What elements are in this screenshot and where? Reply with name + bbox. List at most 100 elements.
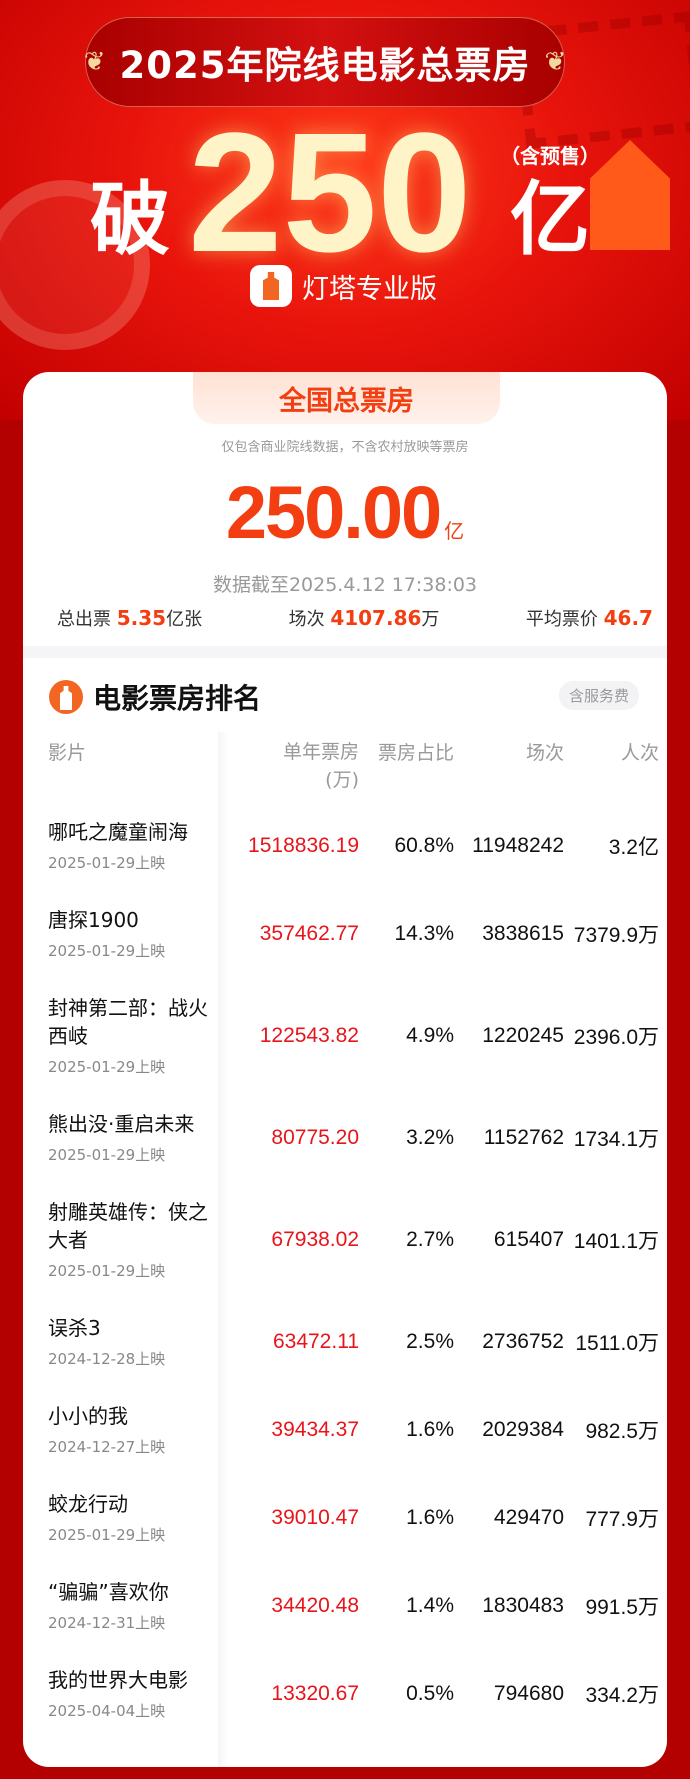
headline-unit: 亿 [510, 173, 590, 266]
movie-cell: “骗骗”喜欢你 2024-12-31上映 [23, 1578, 219, 1634]
stat-avg-price: 平均票价 46.7 [526, 605, 653, 631]
people-value: 1511.0万 [575, 1332, 659, 1355]
table-row[interactable]: “骗骗”喜欢你 2024-12-31上映 34420.48 1.4% 1830483 99… [23, 1562, 667, 1650]
movie-cell: 熊出没·重启未来 2025-01-29上映 [23, 1110, 219, 1166]
release-date: 2025-01-29上映 [48, 1526, 166, 1544]
share-value: 60.8% [394, 834, 454, 857]
movie-name[interactable]: “骗骗”喜欢你 [48, 1580, 169, 1604]
release-date: 2024-12-28上映 [48, 1350, 166, 1368]
ranking-table: 影片 单年票房 (万) 票房占比 场次 人次 哪吒之魔童闹海 2025-01-29上… [23, 732, 667, 1767]
sessions-value: 1830483 [482, 1594, 564, 1617]
share-value: 0.5% [406, 1682, 454, 1705]
movie-name[interactable]: 哪吒之魔童闹海 [48, 820, 188, 844]
table-row[interactable]: 蛟龙行动 2025-01-29上映 39010.47 1.6% 429470 777.9万 [23, 1474, 667, 1562]
share-value: 14.3% [394, 922, 454, 945]
laurel-left-icon: ❦ [83, 47, 106, 77]
people-value: 777.9万 [585, 1508, 659, 1531]
table-row[interactable]: 熊出没·重启未来 2025-01-29上映 80775.20 3.2% 1152762 1… [23, 1094, 667, 1182]
table-row[interactable]: 我的世界大电影 2025-04-04上映 13320.67 0.5% 794680 334… [23, 1650, 667, 1738]
sessions-value: 2736752 [482, 1330, 564, 1353]
table-row[interactable]: 封神第二部：战火西岐 2025-01-29上映 122543.82 4.9% 12202… [23, 978, 667, 1094]
stat-unit: 万 [421, 609, 440, 630]
presale-note: （含预售） [500, 144, 600, 168]
box-office-value: 357462.77 [259, 922, 359, 945]
movie-cell: 封神第二部：战火西岐 2025-01-29上映 [23, 994, 219, 1078]
movie-cell: 小小的我 2024-12-27上映 [23, 1402, 219, 1458]
hero-banner: ❦ 2025年院线电影总票房 ❦ 破 250 （含预售） 亿 灯塔专业版 [0, 0, 690, 420]
people-value: 1734.1万 [573, 1128, 659, 1151]
sessions-value: 429470 [493, 1506, 564, 1529]
movie-cell: 唐探1900 2025-01-29上映 [23, 906, 219, 962]
release-date: 2025-04-04上映 [48, 1702, 166, 1720]
stat-label: 场次 [288, 609, 325, 630]
share-value: 1.6% [406, 1506, 454, 1529]
tab-national-box-office[interactable]: 全国总票房 [193, 372, 500, 424]
box-office-value: 1518836.19 [248, 834, 359, 857]
box-office-value: 39434.37 [271, 1418, 359, 1441]
sessions-value: 1220245 [482, 1024, 564, 1047]
headline-prefix: 破 [90, 173, 170, 266]
table-row[interactable]: 射雕英雄传：侠之大者 2025-01-29上映 67938.02 2.7% 615407… [23, 1182, 667, 1298]
box-office-value: 34420.48 [271, 1594, 359, 1617]
movie-name[interactable]: 唐探1900 [48, 908, 139, 932]
movie-name[interactable]: 封神第二部：战火西岐 [48, 996, 208, 1048]
people-value: 1401.1万 [573, 1230, 659, 1253]
stats-row: 总出票 5.35亿张 场次 4107.86万 平均票价 46.7 [57, 605, 653, 631]
release-date: 2024-12-31上映 [48, 1614, 166, 1632]
box-office-value: 13320.67 [271, 1682, 359, 1705]
stat-label: 总出票 [57, 609, 111, 630]
sessions-value: 2029384 [482, 1418, 564, 1441]
people-value: 7379.9万 [573, 924, 659, 947]
movie-name[interactable]: 蛟龙行动 [48, 1492, 128, 1516]
col-name[interactable]: 影片 [48, 742, 87, 764]
share-value: 3.2% [406, 1126, 454, 1149]
movie-name[interactable]: 误杀3 [48, 1316, 101, 1340]
people-value: 982.5万 [585, 1420, 659, 1443]
table-row[interactable]: 误杀3 2024-12-28上映 63472.11 2.5% 2736752 1511.0… [23, 1298, 667, 1386]
movie-name[interactable]: 熊出没·重启未来 [48, 1112, 195, 1136]
box-office-value: 63472.11 [272, 1330, 359, 1353]
share-value: 1.6% [406, 1418, 454, 1441]
table-row[interactable]: 哪吒之魔童闹海 2025-01-29上映 1518836.19 60.8% 119482… [23, 802, 667, 890]
movie-name[interactable]: 我的世界大电影 [48, 1668, 188, 1692]
stat-value: 4107.86 [330, 606, 422, 630]
laurel-right-icon: ❦ [544, 47, 567, 77]
ranking-header: 电影票房排名 [49, 677, 261, 717]
share-value: 1.4% [406, 1594, 454, 1617]
share-value: 2.5% [406, 1330, 454, 1353]
release-date: 2025-01-29上映 [48, 854, 166, 872]
col-share[interactable]: 票房占比 [377, 742, 454, 764]
movie-cell: 哪吒之魔童闹海 2025-01-29上映 [23, 818, 219, 874]
release-date: 2025-01-29上映 [48, 1146, 166, 1164]
movie-name[interactable]: 小小的我 [48, 1404, 128, 1428]
sessions-value: 3838615 [482, 922, 564, 945]
box-office-value: 67938.02 [271, 1228, 359, 1251]
table-header: 影片 单年票房 (万) 票房占比 场次 人次 [23, 732, 667, 802]
box-office-card: 全国总票房 仅包含商业院线数据，不含农村放映等票房 250.00 亿 数据截至20… [23, 372, 667, 1767]
movie-name[interactable]: 射雕英雄传：侠之大者 [48, 1200, 208, 1252]
stat-value: 46.7 [603, 606, 653, 630]
col-box-office[interactable]: 单年票房 (万) [219, 732, 359, 802]
banner-title: 2025年院线电影总票房 [119, 44, 531, 87]
table-row[interactable]: 小小的我 2024-12-27上映 39434.37 1.6% 2029384 982.5… [23, 1386, 667, 1474]
people-value: 3.2亿 [608, 836, 659, 859]
col-box-unit: (万) [325, 769, 359, 791]
release-date: 2025-01-29上映 [48, 1262, 166, 1280]
headline-amount: 250 [188, 98, 472, 288]
sessions-value: 11948242 [472, 834, 564, 857]
share-value: 4.9% [406, 1024, 454, 1047]
release-date: 2025-01-29上映 [48, 1058, 166, 1076]
data-timestamp: 数据截至2025.4.12 17:38:03 [212, 574, 478, 596]
brand: 灯塔专业版 [250, 265, 437, 307]
section-divider [23, 646, 667, 658]
cinema-house-icon [590, 140, 670, 250]
movie-cell: 我的世界大电影 2025-04-04上映 [23, 1666, 219, 1722]
box-office-value: 80775.20 [271, 1126, 359, 1149]
sessions-value: 1152762 [483, 1126, 564, 1149]
table-row[interactable]: 唐探1900 2025-01-29上映 357462.77 14.3% 3838615 7… [23, 890, 667, 978]
sessions-value: 794680 [493, 1682, 564, 1705]
stat-unit: 亿张 [166, 609, 203, 630]
people-value: 2396.0万 [573, 1026, 659, 1049]
col-sessions[interactable]: 场次 [525, 742, 564, 764]
col-people[interactable]: 人次 [620, 742, 659, 764]
